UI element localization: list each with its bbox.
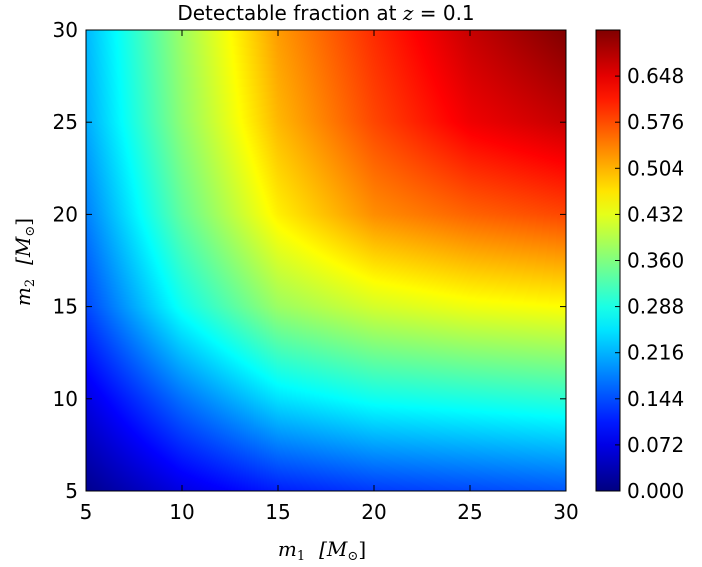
colorbar-ticks: 0.000 0.072 0.144 0.216 0.288 0.360 0.432 0.504… (615, 64, 684, 503)
x-axis-ticks: 5 10 15 20 25 30 (80, 30, 579, 524)
y-axis-label-unit: [M (11, 236, 35, 265)
colorbar-tick-label: 0.144 (627, 387, 684, 411)
y-tick-label: 10 (53, 387, 78, 411)
y-axis-ticks: 5 10 15 20 25 30 (53, 18, 566, 503)
y-axis-label: m2 [M⊙] (11, 218, 38, 306)
colorbar-tick-label: 0.432 (627, 202, 684, 226)
colorbar-tick-label: 0.504 (627, 156, 684, 180)
y-axis-label-var: m (11, 287, 35, 306)
x-axis-label-sub: 1 (297, 549, 305, 564)
chart-title-prefix: Detectable fraction at (177, 1, 403, 25)
x-axis-label-close: ] (358, 537, 366, 561)
colorbar-tick-label: 0.072 (627, 433, 684, 457)
x-axis-label-unit: [M (319, 537, 348, 561)
x-axis-label: m1 [M⊙] (278, 537, 366, 564)
chart-title: Detectable fraction at z = 0.1 (177, 1, 474, 25)
colorbar-tick-label: 0.288 (627, 295, 684, 319)
x-axis-label-var: m (278, 537, 297, 561)
y-tick-label: 15 (53, 295, 78, 319)
x-tick-label: 30 (553, 500, 578, 524)
colorbar-tick-label: 0.000 (627, 479, 684, 503)
colorbar-tick-label: 0.576 (627, 110, 684, 134)
colorbar: 0.000 0.072 0.144 0.216 0.288 0.360 0.432 0.504… (595, 29, 684, 503)
plot-frame (85, 29, 567, 492)
plot-area (85, 29, 567, 492)
y-axis-label-close: ] (11, 218, 35, 226)
x-tick-label: 15 (265, 500, 290, 524)
x-tick-label: 5 (80, 500, 93, 524)
colorbar-tick-label: 0.216 (627, 341, 684, 365)
x-tick-label: 20 (361, 500, 386, 524)
colorbar-tick-label: 0.360 (627, 249, 684, 273)
heatmap-image (86, 30, 566, 491)
y-axis-label-unit-sub: ⊙ (23, 226, 38, 237)
chart-title-math-eq: = 0.1 (413, 1, 474, 25)
chart-title-math-var: z (402, 1, 414, 25)
colorbar-tick-label: 0.648 (627, 64, 684, 88)
y-tick-label: 25 (53, 110, 78, 134)
y-tick-label: 5 (65, 479, 78, 503)
x-tick-label: 25 (457, 500, 482, 524)
x-axis-label-unit-sub: ⊙ (347, 549, 358, 564)
x-tick-label: 10 (169, 500, 194, 524)
y-tick-label: 20 (53, 202, 78, 226)
y-axis-label-sub: 2 (23, 279, 38, 287)
y-tick-label: 30 (53, 18, 78, 42)
